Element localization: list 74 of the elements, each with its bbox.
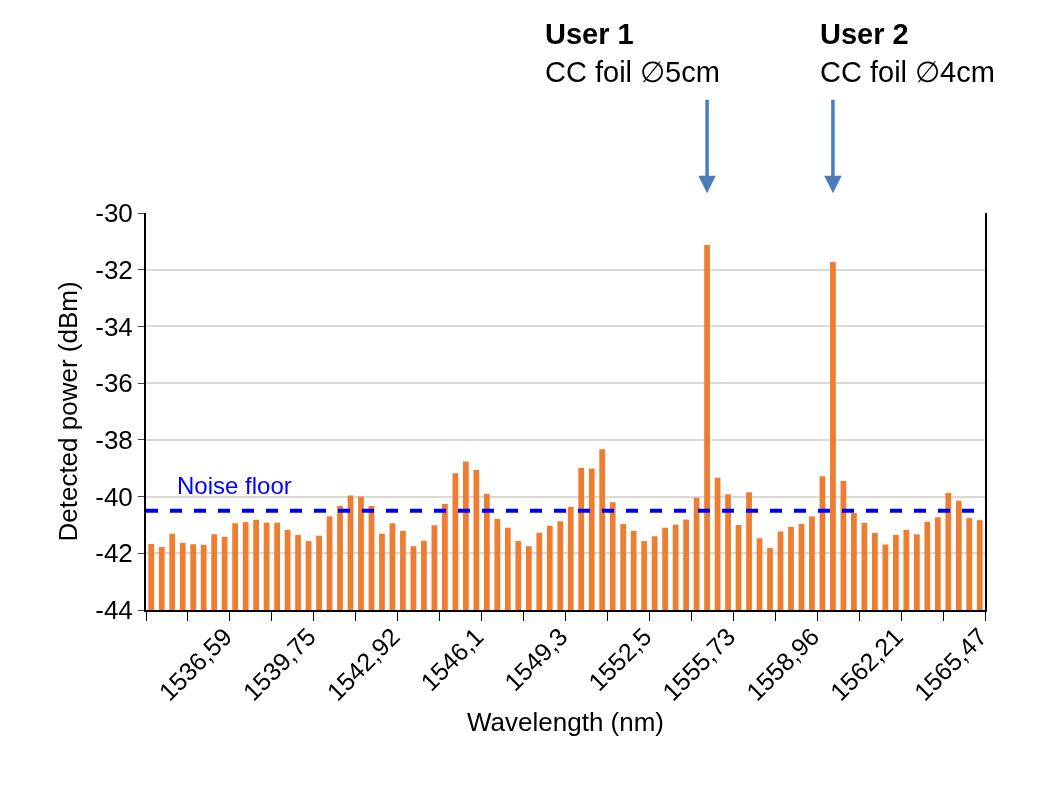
text: User 2 CC foil ∅4cm xyxy=(820,18,995,88)
bar xyxy=(179,542,186,610)
bar xyxy=(473,469,480,610)
y-tick-label: -38 xyxy=(95,424,133,455)
y-tick-label: -40 xyxy=(95,481,133,512)
bar xyxy=(924,521,931,610)
bar xyxy=(830,262,836,610)
bar xyxy=(148,543,155,610)
bar xyxy=(232,523,239,610)
bar xyxy=(725,494,731,610)
bar xyxy=(651,536,658,610)
bar xyxy=(641,541,648,610)
bar xyxy=(557,521,564,610)
x-axis-title: Wavelength (nm) xyxy=(467,706,664,737)
y-tick-label: -36 xyxy=(95,368,133,399)
bar xyxy=(892,534,899,610)
bar xyxy=(316,535,322,610)
bar xyxy=(536,532,543,610)
bar xyxy=(379,533,385,610)
bar xyxy=(609,502,616,610)
bar xyxy=(872,532,878,610)
bar xyxy=(599,449,606,610)
bar xyxy=(620,524,627,610)
y-tick-label: -42 xyxy=(95,538,133,569)
bar xyxy=(274,522,280,610)
y-tick-label: -44 xyxy=(95,595,133,626)
y-tick-label: -34 xyxy=(95,311,133,342)
bar xyxy=(672,524,679,610)
bar xyxy=(788,526,794,610)
bar xyxy=(903,529,910,610)
bar xyxy=(767,547,773,610)
bar xyxy=(515,541,522,610)
bar xyxy=(462,461,469,610)
bar xyxy=(169,533,176,610)
bar xyxy=(211,534,218,610)
bar xyxy=(662,527,669,610)
bar xyxy=(200,544,207,610)
bar xyxy=(442,503,448,610)
bar xyxy=(966,518,973,610)
bar xyxy=(567,506,574,610)
y-axis-title: Detected power (dBm) xyxy=(53,281,84,542)
bar xyxy=(421,540,427,610)
bar xyxy=(704,245,710,610)
y-tick-label: -32 xyxy=(95,254,133,285)
bar xyxy=(546,525,553,610)
bar xyxy=(588,468,595,610)
bar xyxy=(525,546,532,610)
bar xyxy=(913,534,920,610)
bar xyxy=(945,492,952,610)
bar xyxy=(504,527,511,610)
bar xyxy=(337,505,343,610)
bar xyxy=(976,520,983,610)
bar xyxy=(295,534,301,610)
bar xyxy=(253,519,259,610)
y-tick-label: -30 xyxy=(95,198,133,229)
bar xyxy=(190,544,197,610)
bar xyxy=(955,500,962,610)
bar xyxy=(578,467,585,610)
bar xyxy=(242,522,249,610)
bar xyxy=(746,492,752,610)
bar xyxy=(934,517,941,610)
bar xyxy=(158,547,165,610)
bar xyxy=(221,536,228,610)
bar xyxy=(483,494,490,610)
bar xyxy=(851,513,857,610)
bar xyxy=(809,516,815,610)
text: User 1 CC foil ∅5cm xyxy=(545,18,720,88)
bar xyxy=(400,530,406,610)
bar xyxy=(630,530,637,610)
bar xyxy=(358,496,364,610)
ref-line-label: Noise floor xyxy=(177,472,292,499)
bar xyxy=(683,519,689,610)
bar xyxy=(882,544,889,610)
bar xyxy=(494,518,501,610)
